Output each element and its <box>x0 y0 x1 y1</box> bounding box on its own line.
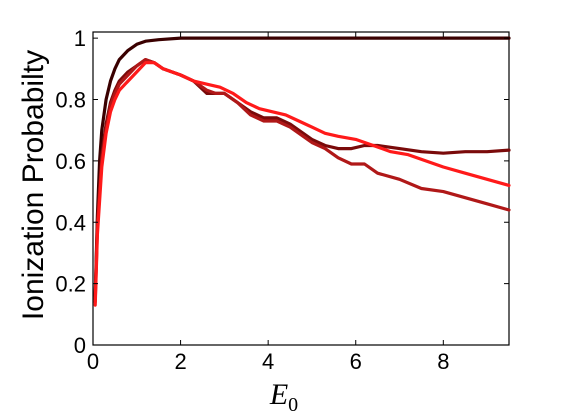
x-axis-title-subscript: 0 <box>288 394 298 414</box>
x-tick-label: 6 <box>350 349 362 374</box>
series-line-3 <box>93 57 511 304</box>
y-tick-label: 0.2 <box>55 272 86 297</box>
series-line-2 <box>93 57 511 301</box>
x-axis-title: E0 <box>269 378 298 414</box>
y-tick-label: 0.4 <box>55 210 86 235</box>
series-line-4 <box>93 61 511 307</box>
tick-layer <box>92 32 509 346</box>
plot-area <box>92 31 511 346</box>
tick-label-layer: 0 2 4 6 8 0 0.2 0.4 0.6 0.8 1 <box>55 26 449 374</box>
x-tick-label: 8 <box>437 349 449 374</box>
plot-frame <box>92 31 510 346</box>
y-tick-label: 0.6 <box>55 149 86 174</box>
series-line-1 <box>93 36 511 298</box>
y-tick-label: 0 <box>74 333 86 358</box>
y-tick-label: 1 <box>74 26 86 51</box>
x-axis-title-base: E <box>269 378 288 411</box>
x-tick-label: 0 <box>87 349 99 374</box>
y-axis-title: Ionization Probabilty <box>17 50 50 320</box>
x-tick-label: 2 <box>174 349 186 374</box>
y-tick-label: 0.8 <box>55 88 86 113</box>
series-layer <box>93 36 511 307</box>
x-tick-label: 4 <box>262 349 274 374</box>
